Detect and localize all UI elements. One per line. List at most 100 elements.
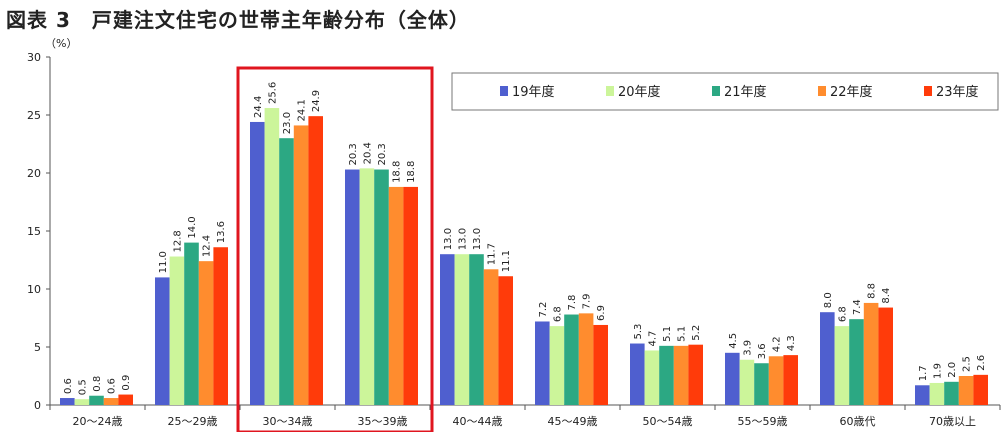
data-label: 8.8 xyxy=(867,283,878,299)
data-label: 2.6 xyxy=(976,355,987,371)
data-label: 24.1 xyxy=(297,99,308,121)
x-category-label: 20～24歳 xyxy=(73,415,123,428)
x-category-label: 55～59歳 xyxy=(738,415,788,428)
data-label: 12.4 xyxy=(202,235,213,257)
bar xyxy=(198,261,214,405)
bar xyxy=(308,116,323,405)
bar xyxy=(739,359,755,405)
data-label: 8.0 xyxy=(823,292,834,308)
data-label: 20.3 xyxy=(348,143,359,165)
legend-label: 21年度 xyxy=(724,84,767,100)
bar xyxy=(878,307,893,405)
axes: （%） 0 5 10 15 20 25 30 20～24歳 25～29歳 30～34歳 35～39歳 4… xyxy=(27,37,1001,428)
data-label: 18.8 xyxy=(406,161,417,183)
legend: 19年度 20年度 21年度 22年度 23年度 xyxy=(451,72,999,111)
bar xyxy=(483,269,499,405)
data-label: 18.8 xyxy=(392,161,403,183)
data-label: 13.0 xyxy=(443,228,454,250)
data-label: 1.7 xyxy=(918,365,929,381)
chart-title: 図表 3 戸建注文住宅の世帯主年齢分布（全体） xyxy=(6,8,470,32)
data-label: 0.5 xyxy=(77,379,88,395)
bar xyxy=(498,276,513,405)
legend-label: 19年度 xyxy=(512,84,555,100)
bar xyxy=(89,395,104,405)
data-label: 6.9 xyxy=(596,305,607,321)
bar xyxy=(834,326,850,405)
bar xyxy=(820,312,835,405)
data-label: 7.2 xyxy=(538,302,549,318)
bar xyxy=(293,125,309,405)
bar xyxy=(688,344,703,405)
data-label: 0.6 xyxy=(107,378,118,394)
bar xyxy=(213,247,228,405)
bar xyxy=(469,254,484,405)
bar xyxy=(644,350,660,405)
data-label: 11.1 xyxy=(501,250,512,272)
x-category-label: 25～29歳 xyxy=(168,415,218,428)
y-tick-label: 15 xyxy=(27,225,41,238)
bar xyxy=(564,314,579,405)
bar xyxy=(279,138,294,405)
highlight-box xyxy=(236,66,434,432)
bar xyxy=(754,363,769,405)
data-label: 5.2 xyxy=(691,325,702,341)
legend-swatch xyxy=(818,86,826,96)
data-label: 20.3 xyxy=(377,143,388,165)
y-tick-label: 20 xyxy=(27,167,41,180)
bar xyxy=(118,394,133,405)
bar xyxy=(929,382,945,405)
legend-swatch xyxy=(712,86,720,96)
data-label: 0.9 xyxy=(121,375,132,391)
data-label: 13.0 xyxy=(472,228,483,250)
bar xyxy=(768,356,784,405)
data-label: 4.3 xyxy=(786,335,797,351)
bar xyxy=(944,381,959,405)
y-axis-unit: （%） xyxy=(45,37,77,50)
y-tick-label: 25 xyxy=(27,109,41,122)
y-tick-label: 10 xyxy=(27,283,41,296)
bar xyxy=(103,398,119,405)
bar xyxy=(374,169,389,405)
data-label: 11.7 xyxy=(487,243,498,265)
data-label: 7.4 xyxy=(852,299,863,315)
bar xyxy=(155,277,170,405)
bar xyxy=(250,121,265,406)
bar xyxy=(264,108,280,405)
bar xyxy=(184,242,199,405)
legend-swatch xyxy=(924,86,932,96)
data-label: 12.8 xyxy=(172,230,183,252)
data-label: 5.3 xyxy=(633,324,644,340)
y-tick-label: 30 xyxy=(27,51,41,64)
bar xyxy=(578,313,594,405)
bars xyxy=(60,108,988,406)
data-label: 24.9 xyxy=(311,90,322,112)
legend-swatch xyxy=(500,86,508,96)
legend-label: 22年度 xyxy=(830,84,873,100)
data-label: 6.8 xyxy=(552,306,563,322)
data-label: 2.0 xyxy=(947,362,958,378)
data-label: 0.8 xyxy=(92,376,103,392)
bar xyxy=(60,398,75,405)
data-label: 24.4 xyxy=(253,96,264,118)
bar xyxy=(388,186,404,405)
bar xyxy=(725,352,740,405)
bar xyxy=(549,326,565,405)
bar xyxy=(783,355,798,405)
bar xyxy=(440,254,455,405)
data-label: 25.6 xyxy=(267,82,278,104)
data-label: 2.5 xyxy=(962,356,973,372)
y-tick-label: 5 xyxy=(34,341,41,354)
bar xyxy=(169,256,185,405)
bar xyxy=(345,169,360,405)
data-label: 14.0 xyxy=(187,216,198,238)
x-category-label: 40～44歳 xyxy=(453,415,503,428)
data-label: 23.0 xyxy=(282,112,293,134)
x-category-label: 30～34歳 xyxy=(263,415,313,428)
data-label: 13.6 xyxy=(216,221,227,243)
data-label: 13.0 xyxy=(457,228,468,250)
bar xyxy=(403,186,418,405)
legend-box xyxy=(451,72,999,111)
data-label: 3.6 xyxy=(757,343,768,359)
bar xyxy=(593,324,608,405)
x-category-label: 60歳代 xyxy=(840,415,876,428)
